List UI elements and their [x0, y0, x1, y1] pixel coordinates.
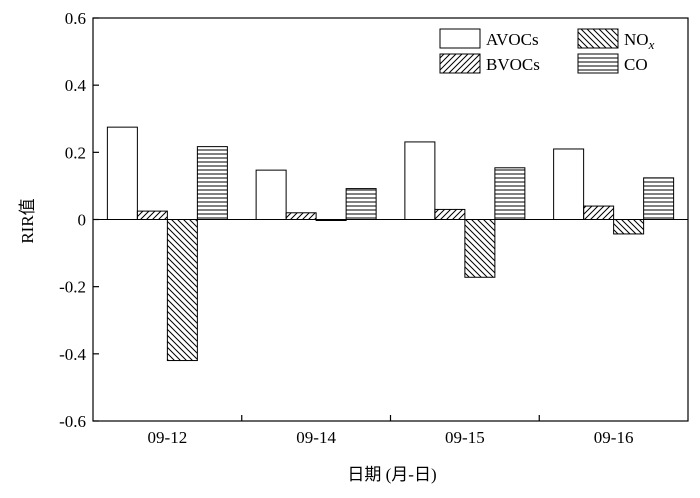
x-axis-label: 日期 (月-日): [347, 465, 436, 484]
y-axis-label: RIR值: [18, 198, 37, 243]
x-tick-label: 09-15: [445, 428, 485, 447]
legend-label-subscript: x: [648, 37, 655, 52]
legend-label-co: CO: [624, 55, 648, 74]
y-tick-label: -0.2: [59, 278, 86, 297]
y-tick-label: 0: [78, 211, 87, 230]
y-tick-label: 0.4: [65, 76, 87, 95]
y-tick-label: 0.6: [65, 9, 86, 28]
legend-swatch-co: [577, 53, 619, 74]
legend: AVOCs BVOCs NOx CO: [439, 28, 655, 74]
bar-co: [196, 146, 228, 220]
x-tick-label: 09-16: [594, 428, 634, 447]
bar-no: [464, 219, 496, 278]
bar-bvocs: [583, 205, 615, 220]
bar-avocs: [255, 169, 287, 221]
legend-swatch-no: [577, 28, 619, 49]
x-tick-label: 09-14: [296, 428, 336, 447]
y-tick-label: -0.6: [59, 412, 86, 431]
legend-label-bvocs: BVOCs: [486, 55, 540, 74]
x-tick-label: 09-12: [148, 428, 188, 447]
bar-co: [643, 177, 675, 221]
bar-avocs: [404, 141, 436, 220]
bar-avocs: [553, 148, 585, 221]
bar-no: [315, 219, 347, 222]
bar-avocs: [106, 126, 138, 220]
legend-label-no: NOx: [624, 30, 655, 52]
bar-no: [613, 219, 645, 235]
bar-co: [494, 167, 526, 220]
legend-swatch-avocs: [439, 28, 481, 49]
legend-swatch-bvocs: [439, 53, 481, 74]
bar-bvocs: [285, 212, 317, 221]
bar-co: [345, 188, 377, 220]
bar-bvocs: [434, 208, 466, 221]
bar-bvocs: [136, 210, 168, 221]
plot-area: -0.6 -0.4 -0.2 0 0.2 0.4 0.6 09-12 09-14 09-15 09-…: [59, 9, 689, 447]
bar-no: [166, 219, 198, 362]
y-tick-label: 0.2: [65, 143, 86, 162]
legend-label-avocs: AVOCs: [486, 30, 539, 49]
y-tick-label: -0.4: [59, 345, 86, 364]
